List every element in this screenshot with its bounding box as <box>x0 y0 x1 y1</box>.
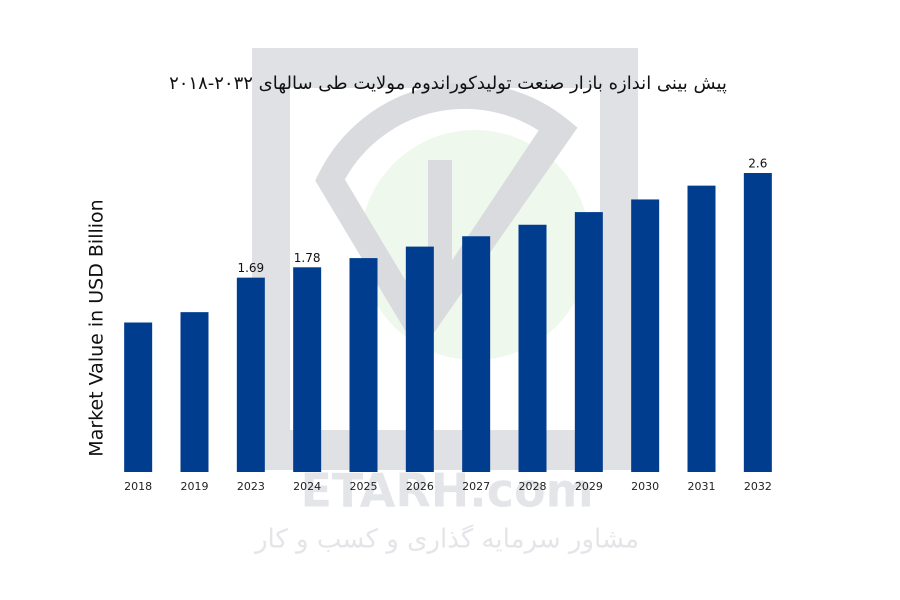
bar <box>462 236 491 472</box>
bar <box>574 212 603 472</box>
x-tick-label: 2030 <box>631 480 659 493</box>
bar <box>124 322 153 472</box>
watermark-text: ETARH.com <box>300 464 593 518</box>
x-tick-label: 2032 <box>744 480 772 493</box>
bar <box>405 246 434 472</box>
x-tick-label: 2031 <box>688 480 716 493</box>
value-label: 1.78 <box>294 251 321 265</box>
x-tick-label: 2028 <box>519 480 547 493</box>
bar <box>631 199 660 472</box>
watermark-tagline: مشاور سرمایه گذاری و کسب و کار <box>253 524 639 555</box>
x-tick-label: 2027 <box>462 480 490 493</box>
value-label: 2.6 <box>748 157 767 171</box>
y-axis-label: Market Value in USD Billion <box>86 199 108 456</box>
bar <box>236 277 265 472</box>
chart-title: پیش بینی اندازه بازار صنعت تولیدکوراندوم… <box>169 73 727 94</box>
bar <box>293 267 322 472</box>
bar <box>180 312 209 472</box>
x-tick-label: 2029 <box>575 480 603 493</box>
x-tick-label: 2025 <box>350 480 378 493</box>
x-tick-label: 2018 <box>124 480 152 493</box>
x-tick-label: 2024 <box>293 480 321 493</box>
x-tick-label: 2026 <box>406 480 434 493</box>
bar <box>518 224 547 472</box>
bar <box>687 185 716 472</box>
x-tick-label: 2023 <box>237 480 265 493</box>
bar <box>349 258 378 472</box>
x-tick-label: 2019 <box>181 480 209 493</box>
value-label: 1.69 <box>237 261 264 275</box>
bar <box>743 173 772 472</box>
